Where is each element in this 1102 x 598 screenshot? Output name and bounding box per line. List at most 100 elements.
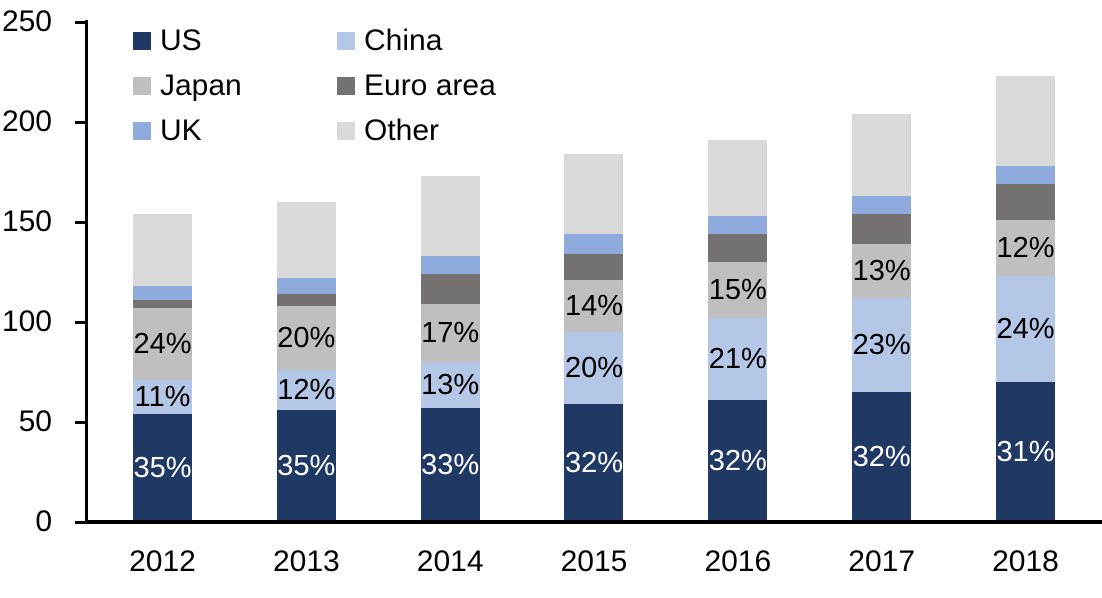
x-tick-label-2018: 2018	[992, 545, 1059, 578]
bar-segment-uk-2015	[564, 234, 624, 254]
segment-label-japan-2014: 17%	[421, 317, 480, 349]
segment-label-china-2018: 24%	[996, 313, 1055, 345]
bar-segment-uk-2014	[420, 256, 480, 274]
y-tick-mark	[75, 421, 85, 424]
y-tick-label: 50	[18, 405, 52, 438]
bar-segment-japan-2015	[564, 280, 624, 332]
segment-label-china-2014: 13%	[421, 369, 480, 401]
bar-segment-china-2015	[564, 332, 624, 404]
bar-segment-uk-2012	[133, 286, 192, 300]
bar-segment-us-2016	[708, 400, 768, 522]
bar-segment-us-2017	[852, 392, 912, 522]
legend-swatch-euro-area	[337, 76, 355, 95]
y-tick-mark	[75, 321, 85, 324]
bar-segment-euro-area-2018	[995, 184, 1055, 220]
legend-label-us: US	[160, 23, 202, 57]
bar-segment-other-2016	[708, 140, 768, 216]
bar-segment-japan-2013	[276, 306, 336, 370]
segment-label-us-2015: 32%	[564, 447, 623, 479]
legend-item-us: US	[133, 23, 337, 57]
segment-label-us-2014: 33%	[421, 449, 480, 481]
legend-label-other: Other	[364, 113, 440, 147]
legend-swatch-other	[337, 121, 355, 140]
y-tick-mark	[75, 521, 85, 524]
bar-segment-other-2012	[133, 214, 192, 286]
x-axis-line	[85, 520, 1102, 524]
legend-item-other: Other	[337, 113, 496, 147]
segment-label-china-2012: 11%	[134, 381, 191, 413]
legend-swatch-us	[133, 31, 151, 50]
y-tick-label: 250	[1, 5, 52, 38]
x-tick-label-2017: 2017	[848, 545, 916, 578]
bar-segment-japan-2018	[995, 220, 1055, 276]
bar-segment-uk-2016	[708, 216, 768, 234]
bar-segment-china-2016	[708, 318, 768, 400]
bar-segment-euro-area-2017	[852, 214, 912, 244]
bar-segment-japan-2014	[420, 304, 480, 362]
bar-segment-china-2012	[133, 380, 192, 414]
bar-segment-china-2013	[276, 370, 336, 410]
bar-segment-euro-area-2016	[708, 234, 768, 262]
bar-segment-us-2015	[564, 404, 624, 522]
legend-item-japan: Japan	[133, 68, 337, 102]
y-tick-label: 0	[35, 505, 52, 538]
segment-label-japan-2012: 24%	[133, 328, 192, 360]
legend-label-euro-area: Euro area	[364, 68, 496, 102]
bar-segment-euro-area-2015	[564, 254, 624, 280]
segment-label-us-2017: 32%	[852, 441, 911, 473]
segment-label-china-2016: 21%	[708, 343, 767, 375]
segment-label-us-2012: 35%	[133, 452, 192, 484]
legend-item-china: China	[337, 23, 496, 57]
segment-label-japan-2015: 14%	[564, 290, 623, 322]
segment-label-us-2018: 31%	[996, 436, 1055, 468]
x-tick-label-2012: 2012	[129, 545, 196, 578]
bar-segment-other-2013	[276, 202, 336, 278]
bar-segment-us-2014	[420, 408, 480, 522]
bar-segment-uk-2017	[852, 196, 912, 214]
x-tick-label-2015: 2015	[560, 545, 628, 578]
x-tick-label-2016: 2016	[704, 545, 772, 578]
legend-swatch-japan	[133, 76, 151, 95]
legend: US China Japan Euro area UK Other	[133, 18, 496, 153]
bar-segment-us-2018	[995, 382, 1055, 522]
bar-segment-japan-2017	[852, 244, 912, 298]
segment-label-china-2015: 20%	[564, 352, 623, 384]
y-tick-label: 150	[1, 205, 52, 238]
bar-segment-other-2018	[995, 76, 1055, 166]
segment-label-japan-2016: 15%	[708, 274, 767, 306]
legend-swatch-china	[337, 31, 355, 50]
bar-segment-japan-2012	[133, 308, 192, 380]
bar-segment-uk-2013	[276, 278, 336, 294]
bar-segment-other-2015	[564, 154, 624, 234]
bar-segment-china-2017	[852, 298, 912, 392]
bar-segment-other-2014	[420, 176, 480, 256]
bar-segment-japan-2016	[708, 262, 768, 318]
segment-label-japan-2013: 20%	[277, 322, 336, 354]
bar-segment-euro-area-2014	[420, 274, 480, 304]
segment-label-china-2017: 23%	[852, 329, 911, 361]
bar-segment-uk-2018	[995, 166, 1055, 184]
bar-segment-euro-area-2013	[276, 294, 336, 306]
x-tick-label-2013: 2013	[272, 545, 340, 578]
legend-label-japan: Japan	[160, 68, 242, 102]
bar-segment-euro-area-2012	[133, 300, 192, 308]
y-tick-label: 100	[1, 305, 52, 338]
bar-segment-us-2013	[276, 410, 336, 522]
bar-segment-us-2012	[133, 414, 192, 522]
y-tick-mark	[75, 21, 85, 24]
y-tick-mark	[75, 121, 85, 124]
segment-label-china-2013: 12%	[277, 374, 336, 406]
y-tick-mark	[75, 221, 85, 224]
x-tick-label-2014: 2014	[416, 545, 484, 578]
legend-label-uk: UK	[160, 113, 202, 147]
segment-label-japan-2017: 13%	[852, 255, 911, 287]
y-axis-line	[85, 20, 88, 524]
legend-label-china: China	[364, 23, 443, 57]
bar-segment-china-2018	[995, 276, 1055, 382]
legend-item-euro-area: Euro area	[337, 68, 496, 102]
y-tick-label: 200	[1, 105, 52, 138]
legend-swatch-uk	[133, 121, 151, 140]
segment-label-japan-2018: 12%	[996, 232, 1055, 264]
segment-label-us-2013: 35%	[277, 450, 336, 482]
